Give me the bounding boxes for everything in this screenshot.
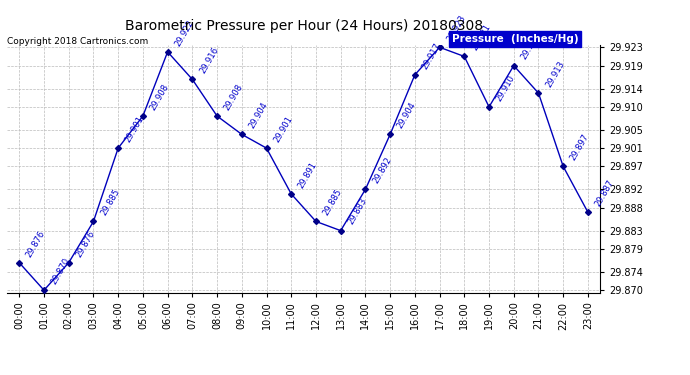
Text: 29.901: 29.901 (272, 114, 295, 144)
Text: Barometric Pressure per Hour (24 Hours) 20180308: Barometric Pressure per Hour (24 Hours) … (124, 19, 483, 33)
Text: 29.908: 29.908 (223, 82, 245, 112)
Text: 29.892: 29.892 (371, 156, 393, 185)
Text: 29.916: 29.916 (198, 46, 220, 75)
Text: 29.883: 29.883 (346, 196, 368, 226)
Text: 29.904: 29.904 (247, 101, 270, 130)
Text: 29.913: 29.913 (544, 59, 566, 89)
Text: Pressure  (Inches/Hg): Pressure (Inches/Hg) (452, 34, 579, 44)
Text: 29.876: 29.876 (75, 229, 97, 258)
Text: 29.901: 29.901 (124, 114, 146, 144)
Text: 29.870: 29.870 (50, 256, 72, 286)
Text: 29.904: 29.904 (395, 101, 418, 130)
Text: 29.897: 29.897 (569, 133, 591, 162)
Text: 29.876: 29.876 (25, 229, 47, 258)
Text: 29.887: 29.887 (593, 178, 616, 208)
Text: 29.891: 29.891 (297, 160, 319, 190)
Text: 29.921: 29.921 (470, 23, 492, 52)
Text: 29.919: 29.919 (520, 32, 542, 62)
Text: 29.917: 29.917 (420, 41, 443, 70)
Text: Copyright 2018 Cartronics.com: Copyright 2018 Cartronics.com (7, 38, 148, 46)
Text: 29.885: 29.885 (99, 188, 121, 217)
Text: 29.922: 29.922 (173, 18, 195, 48)
Text: 29.910: 29.910 (495, 73, 517, 103)
Text: 29.908: 29.908 (148, 82, 170, 112)
Text: 29.885: 29.885 (322, 188, 344, 217)
Text: 29.923: 29.923 (445, 13, 467, 43)
